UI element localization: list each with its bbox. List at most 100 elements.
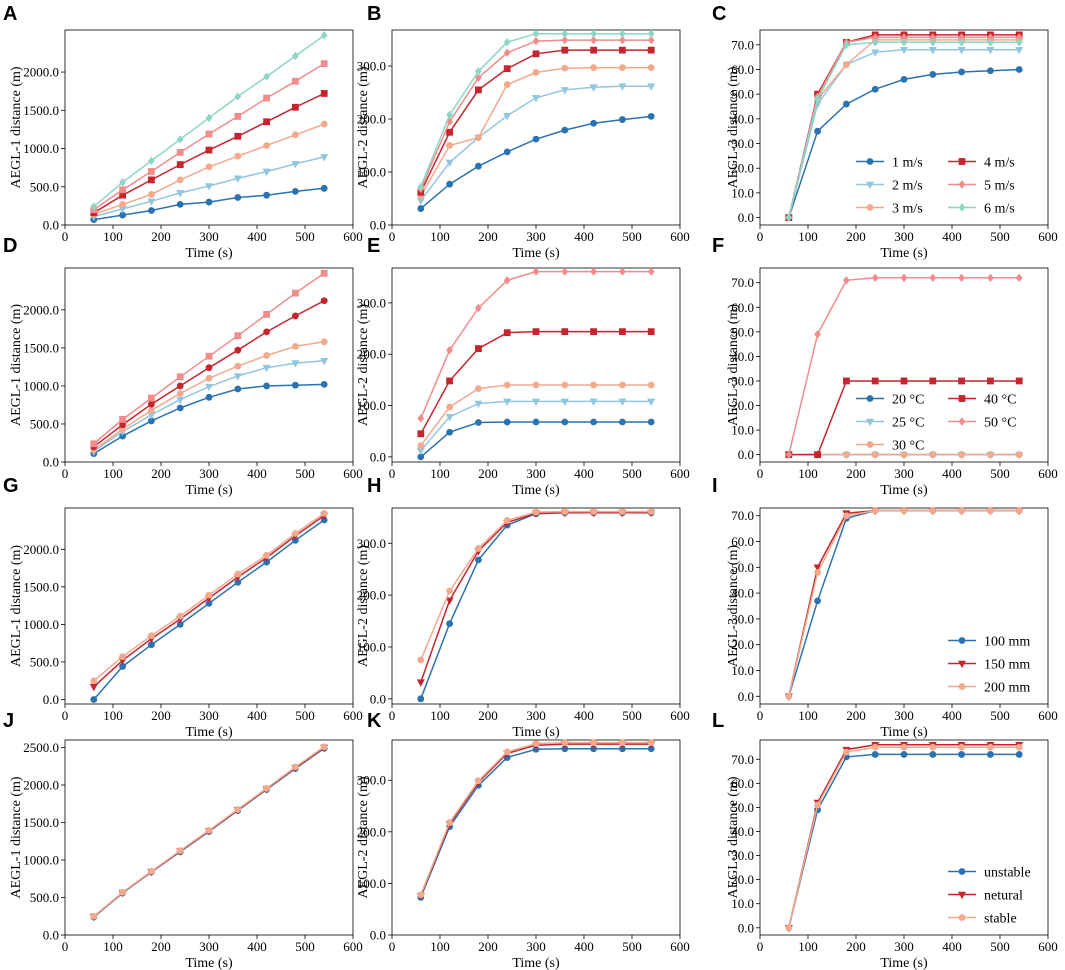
data-point: [234, 132, 242, 140]
series-6-m-s: [417, 29, 655, 192]
y-tick-label: 2500.0: [23, 740, 59, 755]
data-point: [148, 168, 155, 175]
data-point: [446, 142, 453, 149]
data-point: [958, 451, 965, 459]
data-point: [929, 451, 937, 459]
data-point: [843, 276, 850, 285]
x-tick-label: 400: [942, 939, 962, 954]
data-point: [417, 430, 425, 438]
data-point: [90, 202, 98, 211]
data-point: [958, 507, 965, 514]
data-point: [871, 273, 879, 283]
data-point: [262, 168, 271, 177]
x-tick-label: 0: [62, 466, 69, 481]
data-point: [234, 362, 242, 370]
legend-marker: [866, 418, 874, 427]
y-tick-label: 2000.0: [23, 778, 59, 793]
x-tick-label: 400: [247, 708, 267, 723]
y-tick-label: 300.0: [357, 295, 386, 310]
series-25-c: [89, 358, 329, 456]
panel-label: A: [3, 3, 17, 25]
panel-J: J 0 100 200 300 400 500 600 0.0 500.0 1000.0 1500.0…: [3, 710, 363, 970]
data-point: [148, 406, 155, 414]
x-tick-label: 300: [199, 708, 219, 723]
y-axis-label: AEGL-2 distance (m): [356, 776, 371, 898]
x-tick-label: 0: [389, 708, 396, 723]
data-point: [647, 112, 655, 120]
y-tick-label: 1000.0: [23, 853, 59, 868]
data-point: [503, 276, 511, 285]
data-point: [1015, 38, 1023, 47]
data-point: [589, 84, 598, 92]
panel-label: L: [712, 710, 724, 732]
data-point: [90, 440, 98, 448]
data-point: [987, 67, 994, 75]
data-point: [320, 509, 328, 517]
legend-marker: [958, 868, 966, 875]
data-point: [647, 35, 655, 45]
data-point: [871, 377, 879, 385]
data-point: [929, 71, 937, 78]
axes-frame: [64, 29, 354, 226]
data-point: [900, 451, 908, 459]
y-tick-label: 0.0: [43, 218, 59, 233]
panel-D: D 0 100 200 300 400 500 600 0.0 500.0 1000.0 1500.0…: [3, 235, 363, 498]
series-30-c: [417, 381, 655, 449]
data-point: [416, 197, 425, 206]
data-point: [205, 393, 213, 401]
x-tick-label: 600: [343, 229, 363, 244]
x-tick-label: 200: [151, 466, 171, 481]
series-1-m-s: [417, 112, 655, 212]
data-point: [148, 176, 155, 184]
data-point: [446, 428, 453, 436]
panel-B: B 0 100 200 300 400 500 600 0.0 100.0 200.0 300.0 Ti…: [356, 3, 690, 261]
panel-label: C: [712, 3, 726, 25]
y-tick-label: 0.0: [738, 920, 754, 935]
y-axis-label: AEGL-1 distance (m): [9, 545, 24, 667]
legend-marker: [958, 417, 966, 426]
data-point: [147, 198, 156, 206]
y-tick-label: 500.0: [30, 890, 59, 905]
data-point: [929, 507, 937, 514]
data-point: [871, 507, 879, 514]
data-point: [590, 29, 597, 38]
x-tick-label: 600: [670, 229, 690, 244]
data-point: [561, 46, 569, 54]
data-point: [647, 83, 656, 91]
legend-marker: [958, 158, 966, 165]
y-tick-label: 0.0: [370, 449, 386, 464]
x-tick-label: 200: [478, 229, 498, 244]
data-point: [647, 381, 655, 389]
data-point: [176, 200, 184, 208]
series-4-m-s: [90, 90, 328, 217]
legend-marker: [958, 891, 966, 900]
data-point: [263, 72, 270, 81]
data-point: [987, 507, 994, 514]
x-tick-label: 600: [670, 939, 690, 954]
series-40-c: [417, 328, 655, 438]
data-point: [503, 418, 511, 426]
x-tick-label: 400: [942, 466, 962, 481]
data-point: [958, 377, 965, 385]
data-point: [647, 739, 655, 746]
data-point: [561, 418, 569, 426]
data-point: [647, 508, 655, 516]
x-axis-label: Time (s): [880, 725, 928, 740]
panel-label: G: [3, 475, 19, 497]
data-point: [320, 338, 328, 346]
data-point: [561, 328, 569, 336]
y-tick-label: 2000.0: [23, 302, 59, 317]
data-point: [176, 620, 184, 628]
data-point: [292, 312, 299, 320]
y-tick-label: 300.0: [357, 536, 386, 551]
y-tick-label: 10.0: [731, 663, 754, 678]
data-point: [871, 33, 879, 42]
y-axis-label: AEGL-3 distance (m): [726, 66, 741, 188]
x-tick-label: 500: [295, 939, 315, 954]
data-point: [590, 739, 597, 746]
data-point: [619, 267, 626, 276]
data-point: [292, 381, 299, 389]
data-point: [233, 373, 242, 381]
x-tick-label: 100: [103, 708, 123, 723]
data-point: [417, 695, 425, 703]
